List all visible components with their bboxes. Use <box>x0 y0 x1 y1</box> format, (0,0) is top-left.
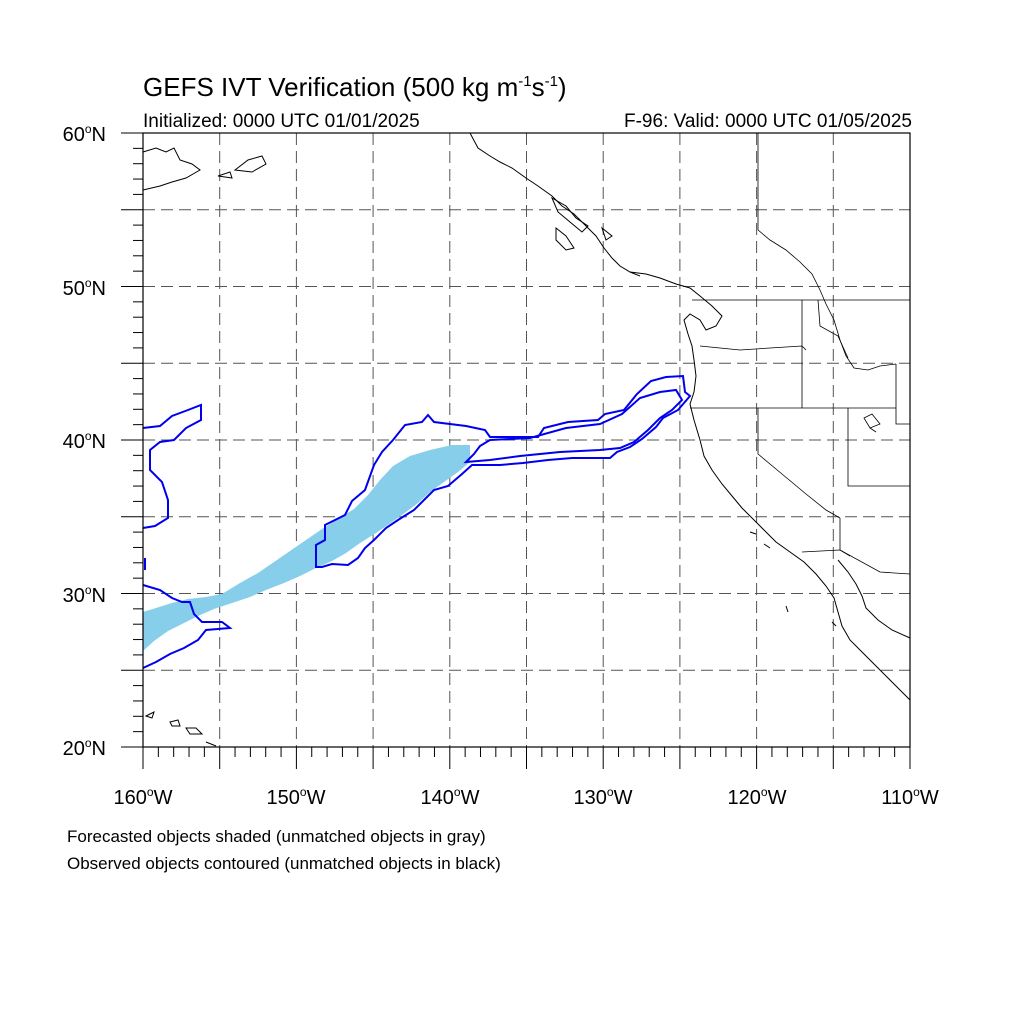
baja-gulf-coast <box>837 559 911 639</box>
graticule-grid <box>143 133 910 747</box>
hawaii-islands <box>144 711 217 747</box>
state-border-id <box>801 299 849 408</box>
state-border-or-wa <box>699 345 807 351</box>
lon-label-140w: 140oW <box>420 785 480 809</box>
observed-ivt-contour-inner <box>463 388 684 464</box>
bc-alberta-border <box>757 133 897 371</box>
lon-label-130w: 130oW <box>573 785 633 809</box>
axis-ticks <box>121 132 911 769</box>
chart-title: GEFS IVT Verification (500 kg m-1s-1) <box>143 72 567 102</box>
observed-ivt-contour-main <box>315 374 692 568</box>
state-border-nv-ut <box>847 408 910 487</box>
valid-time-label: F-96: Valid: 0000 UTC 01/05/2025 <box>624 111 912 132</box>
observed-ivt-contour-west <box>142 403 202 529</box>
state-border-az <box>839 518 851 557</box>
lon-label-120w: 120oW <box>727 785 787 809</box>
state-border-wy <box>895 364 910 425</box>
coastlines <box>142 132 911 747</box>
legend-forecast-note: Forecasted objects shaded (unmatched obj… <box>67 827 486 846</box>
political-borders <box>690 133 911 575</box>
lat-label-30n: 30oN <box>62 583 106 607</box>
lon-label-110w: 110oW <box>881 785 939 809</box>
us-mexico-border <box>801 549 911 575</box>
legend-observed-note: Observed objects contoured (unmatched ob… <box>67 854 501 873</box>
alaska-coast-west <box>142 147 201 191</box>
plot-frame <box>142 132 911 748</box>
lat-label-40n: 40oN <box>62 429 106 453</box>
state-border-ca-nv <box>757 408 841 519</box>
alaska-panhandle-coast <box>469 132 641 277</box>
california-coast <box>689 403 911 701</box>
pacific-northwest-coast <box>629 271 723 405</box>
observed-ivt-contour-southwest <box>142 584 233 669</box>
lat-label-50n: 50oN <box>62 276 106 300</box>
bc-islands <box>550 196 613 251</box>
channel-islands <box>749 531 837 627</box>
lon-label-160w: 160oW <box>113 785 173 809</box>
alaska-coast-islands <box>217 155 267 179</box>
lon-label-150w: 150oW <box>266 785 326 809</box>
lat-label-20n: 20oN <box>62 736 106 760</box>
initialized-label: Initialized: 0000 UTC 01/01/2025 <box>143 111 420 132</box>
lat-label-60n: 60oN <box>62 122 106 146</box>
canada-lakes <box>863 413 881 433</box>
forecast-ivt-object <box>143 445 470 651</box>
